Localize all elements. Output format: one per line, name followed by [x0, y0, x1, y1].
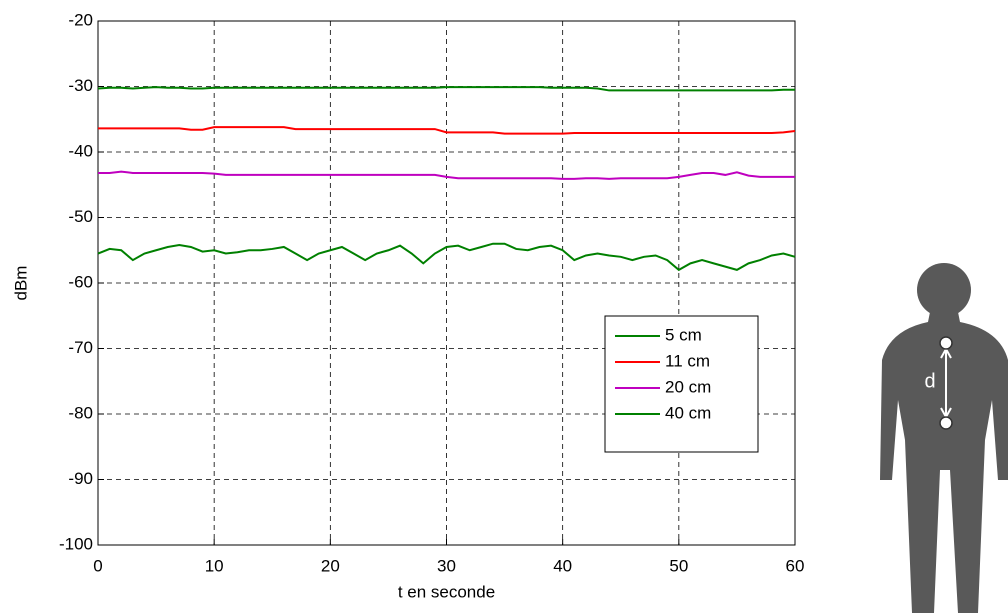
x-tick-label: 60: [786, 556, 805, 575]
series-line: [98, 170, 795, 180]
series-line: [97, 242, 796, 272]
y-tick-label: -30: [68, 76, 93, 95]
y-tick-label: -80: [68, 403, 93, 422]
y-tick-label: -60: [68, 272, 93, 291]
y-tick-label: -50: [68, 207, 93, 226]
silhouette: [880, 312, 1008, 613]
legend: 5 cm 11 cm 20 cm 40 cm: [604, 315, 759, 453]
y-tick-label: -90: [68, 469, 93, 488]
distance-label: d: [924, 370, 935, 392]
legend-box: [604, 315, 759, 453]
legend-label: 20 cm: [665, 377, 711, 396]
series-line: [97, 86, 795, 92]
sensor: [939, 336, 953, 350]
plot-frame: [97, 20, 796, 546]
x-axis-label: t en seconde: [398, 582, 495, 601]
x-tick-label: 10: [205, 556, 224, 575]
x-tick-label: 0: [93, 556, 102, 575]
x-tick-label: 20: [321, 556, 340, 575]
y-tick-label: -20: [68, 10, 93, 29]
series-line: [98, 126, 796, 135]
x-tick-label: 40: [553, 556, 572, 575]
y-axis-label: dBm: [11, 266, 30, 301]
y-tick-label: -70: [68, 338, 93, 357]
legend-label: 5 cm: [665, 325, 702, 344]
x-tick-label: 50: [669, 556, 688, 575]
legend-label: 11 cm: [665, 351, 710, 370]
y-tick-label: -100: [59, 534, 93, 553]
y-tick-label: -40: [68, 141, 93, 160]
sensor: [939, 416, 953, 430]
head: [917, 263, 971, 317]
x-tick-label: 30: [437, 556, 456, 575]
legend-label: 40 cm: [665, 403, 711, 422]
body-illustration: d: [880, 263, 1008, 613]
